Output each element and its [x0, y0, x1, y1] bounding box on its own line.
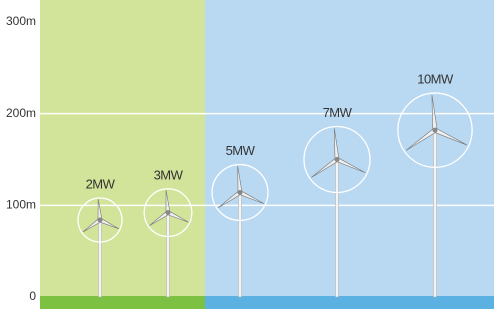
tower — [434, 130, 437, 297]
tower — [167, 213, 170, 297]
y-tick-label: 0 — [29, 289, 36, 303]
y-tick-label: 200m — [6, 106, 36, 120]
hub — [98, 218, 103, 223]
panel-small — [40, 0, 205, 296]
y-tick-label: 100m — [6, 198, 36, 212]
turbine-label: 7MW — [323, 105, 353, 120]
hub — [335, 157, 340, 162]
tower — [336, 160, 339, 298]
turbine-label: 3MW — [154, 167, 184, 182]
hub — [166, 210, 171, 215]
ground-large — [205, 296, 494, 309]
hub — [433, 128, 438, 133]
tower — [239, 193, 242, 298]
ground-small — [40, 296, 205, 309]
chart: 0 100m 200m 300m 2MW 3MW 5MW 7MW 10MW — [0, 0, 494, 309]
turbine-label: 10MW — [417, 71, 454, 86]
hub — [238, 190, 243, 195]
y-tick-label: 300m — [6, 14, 36, 28]
turbine-label: 2MW — [86, 176, 116, 191]
turbine-label: 5MW — [226, 143, 256, 158]
tower — [99, 220, 102, 297]
